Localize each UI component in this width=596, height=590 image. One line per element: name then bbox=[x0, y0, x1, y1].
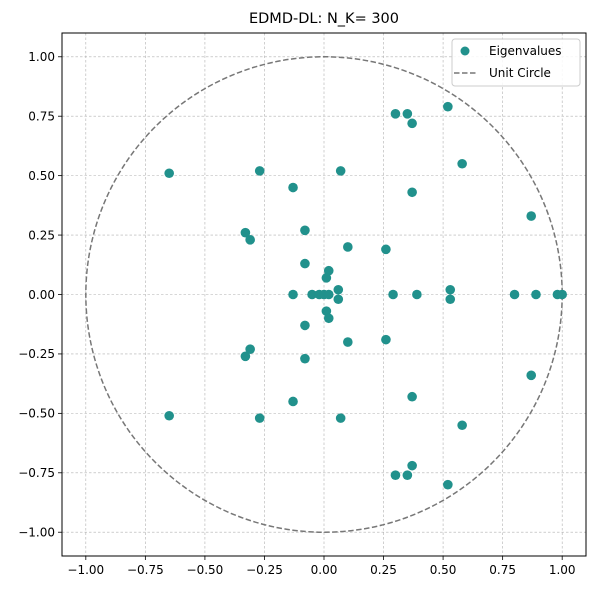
eigenvalue-point bbox=[240, 227, 251, 238]
x-tick-label: 0.00 bbox=[311, 563, 338, 577]
legend-eigenvalues-marker bbox=[460, 46, 470, 56]
eigenvalue-point bbox=[335, 166, 346, 176]
y-tick-label: 0.75 bbox=[28, 110, 55, 124]
eigenvalue-point bbox=[288, 396, 298, 407]
x-tick-label: 0.50 bbox=[430, 563, 457, 577]
eigenvalue-point bbox=[443, 101, 453, 112]
eigenvalue-point bbox=[245, 344, 255, 354]
eigenvalue-point bbox=[254, 166, 265, 176]
eigenvalue-point bbox=[321, 273, 332, 283]
grid-lines bbox=[62, 33, 586, 556]
eigenvalue-point bbox=[164, 410, 174, 421]
eigenvalue-point bbox=[288, 289, 298, 300]
chart-title: EDMD-DL: N_K= 300 bbox=[249, 11, 399, 27]
eigenvalue-point bbox=[245, 235, 255, 245]
eigenvalue-point bbox=[526, 211, 537, 221]
y-axis-ticks: −1.00 −0.75 −0.50 −0.25 0.00 0.25 0.50 0.75 1.00 bbox=[18, 50, 62, 540]
x-tick-label: −0.25 bbox=[246, 563, 283, 577]
eigenvalue-point bbox=[335, 413, 346, 423]
x-tick-label: 0.25 bbox=[370, 563, 397, 577]
eigenvalue-point bbox=[390, 109, 401, 119]
legend-unit-circle-label: Unit Circle bbox=[489, 66, 551, 80]
eigenvalue-point bbox=[531, 289, 541, 300]
eigenvalue-point bbox=[164, 168, 174, 179]
eigenvalue-point bbox=[288, 182, 298, 193]
x-tick-label: 0.75 bbox=[489, 563, 516, 577]
eigenvalue-point bbox=[402, 109, 413, 119]
eigenvalue-point bbox=[300, 320, 310, 331]
eigenvalue-point bbox=[407, 118, 417, 129]
eigenvalue-point bbox=[343, 242, 353, 252]
eigenvalue-point bbox=[343, 337, 353, 347]
legend-eigenvalues-label: Eigenvalues bbox=[489, 44, 562, 58]
eigenvalue-point bbox=[407, 391, 417, 402]
y-tick-label: −0.75 bbox=[18, 466, 55, 480]
eigenvalue-point bbox=[407, 460, 417, 471]
eigenvalue-point bbox=[557, 289, 567, 300]
eigenvalue-points bbox=[164, 101, 567, 490]
x-tick-label: −0.50 bbox=[187, 563, 224, 577]
eigenvalue-point bbox=[323, 289, 334, 300]
eigenvalue-point bbox=[381, 334, 391, 345]
eigenvalue-point bbox=[457, 420, 467, 431]
eigenvalue-point bbox=[307, 289, 317, 300]
eigenvalue-point bbox=[390, 470, 401, 480]
eigenvalue-point bbox=[457, 158, 467, 169]
eigenvalue-point bbox=[333, 294, 344, 305]
y-tick-label: −0.25 bbox=[18, 347, 55, 361]
eigenvalue-point bbox=[445, 284, 456, 295]
eigenvalue-point bbox=[300, 353, 310, 364]
eigenvalue-point bbox=[526, 370, 537, 381]
x-tick-label: −1.00 bbox=[67, 563, 104, 577]
eigenvalue-point bbox=[402, 470, 413, 480]
eigenvalue-point bbox=[333, 284, 344, 295]
y-tick-label: −1.00 bbox=[18, 526, 55, 540]
y-tick-label: −0.50 bbox=[18, 407, 55, 421]
eigenvalue-point bbox=[240, 351, 251, 362]
y-tick-label: 0.25 bbox=[28, 228, 55, 242]
eigenvalue-point bbox=[381, 244, 391, 255]
legend: Eigenvalues Unit Circle bbox=[451, 38, 581, 87]
y-tick-label: 1.00 bbox=[28, 50, 55, 64]
x-axis-ticks: −1.00 −0.75 −0.50 −0.25 0.00 0.25 0.50 0.75 1.00 bbox=[67, 556, 576, 577]
y-tick-label: 0.50 bbox=[28, 169, 55, 183]
legend-box bbox=[451, 38, 581, 87]
x-tick-label: 1.00 bbox=[549, 563, 576, 577]
eigenvalue-point bbox=[445, 294, 456, 305]
eigenvalue-point bbox=[407, 187, 417, 198]
eigenvalue-point bbox=[254, 413, 265, 423]
eigenvalue-point bbox=[412, 289, 422, 300]
y-tick-label: 0.00 bbox=[28, 288, 55, 302]
eigenvalue-point bbox=[300, 225, 310, 236]
x-tick-label: −0.75 bbox=[127, 563, 164, 577]
eigenvalue-point bbox=[300, 258, 310, 269]
eigenvalue-point bbox=[388, 289, 398, 300]
eigenvalue-point bbox=[509, 289, 520, 300]
eigenvalue-point bbox=[323, 313, 334, 324]
eigenvalue-point bbox=[443, 479, 453, 490]
